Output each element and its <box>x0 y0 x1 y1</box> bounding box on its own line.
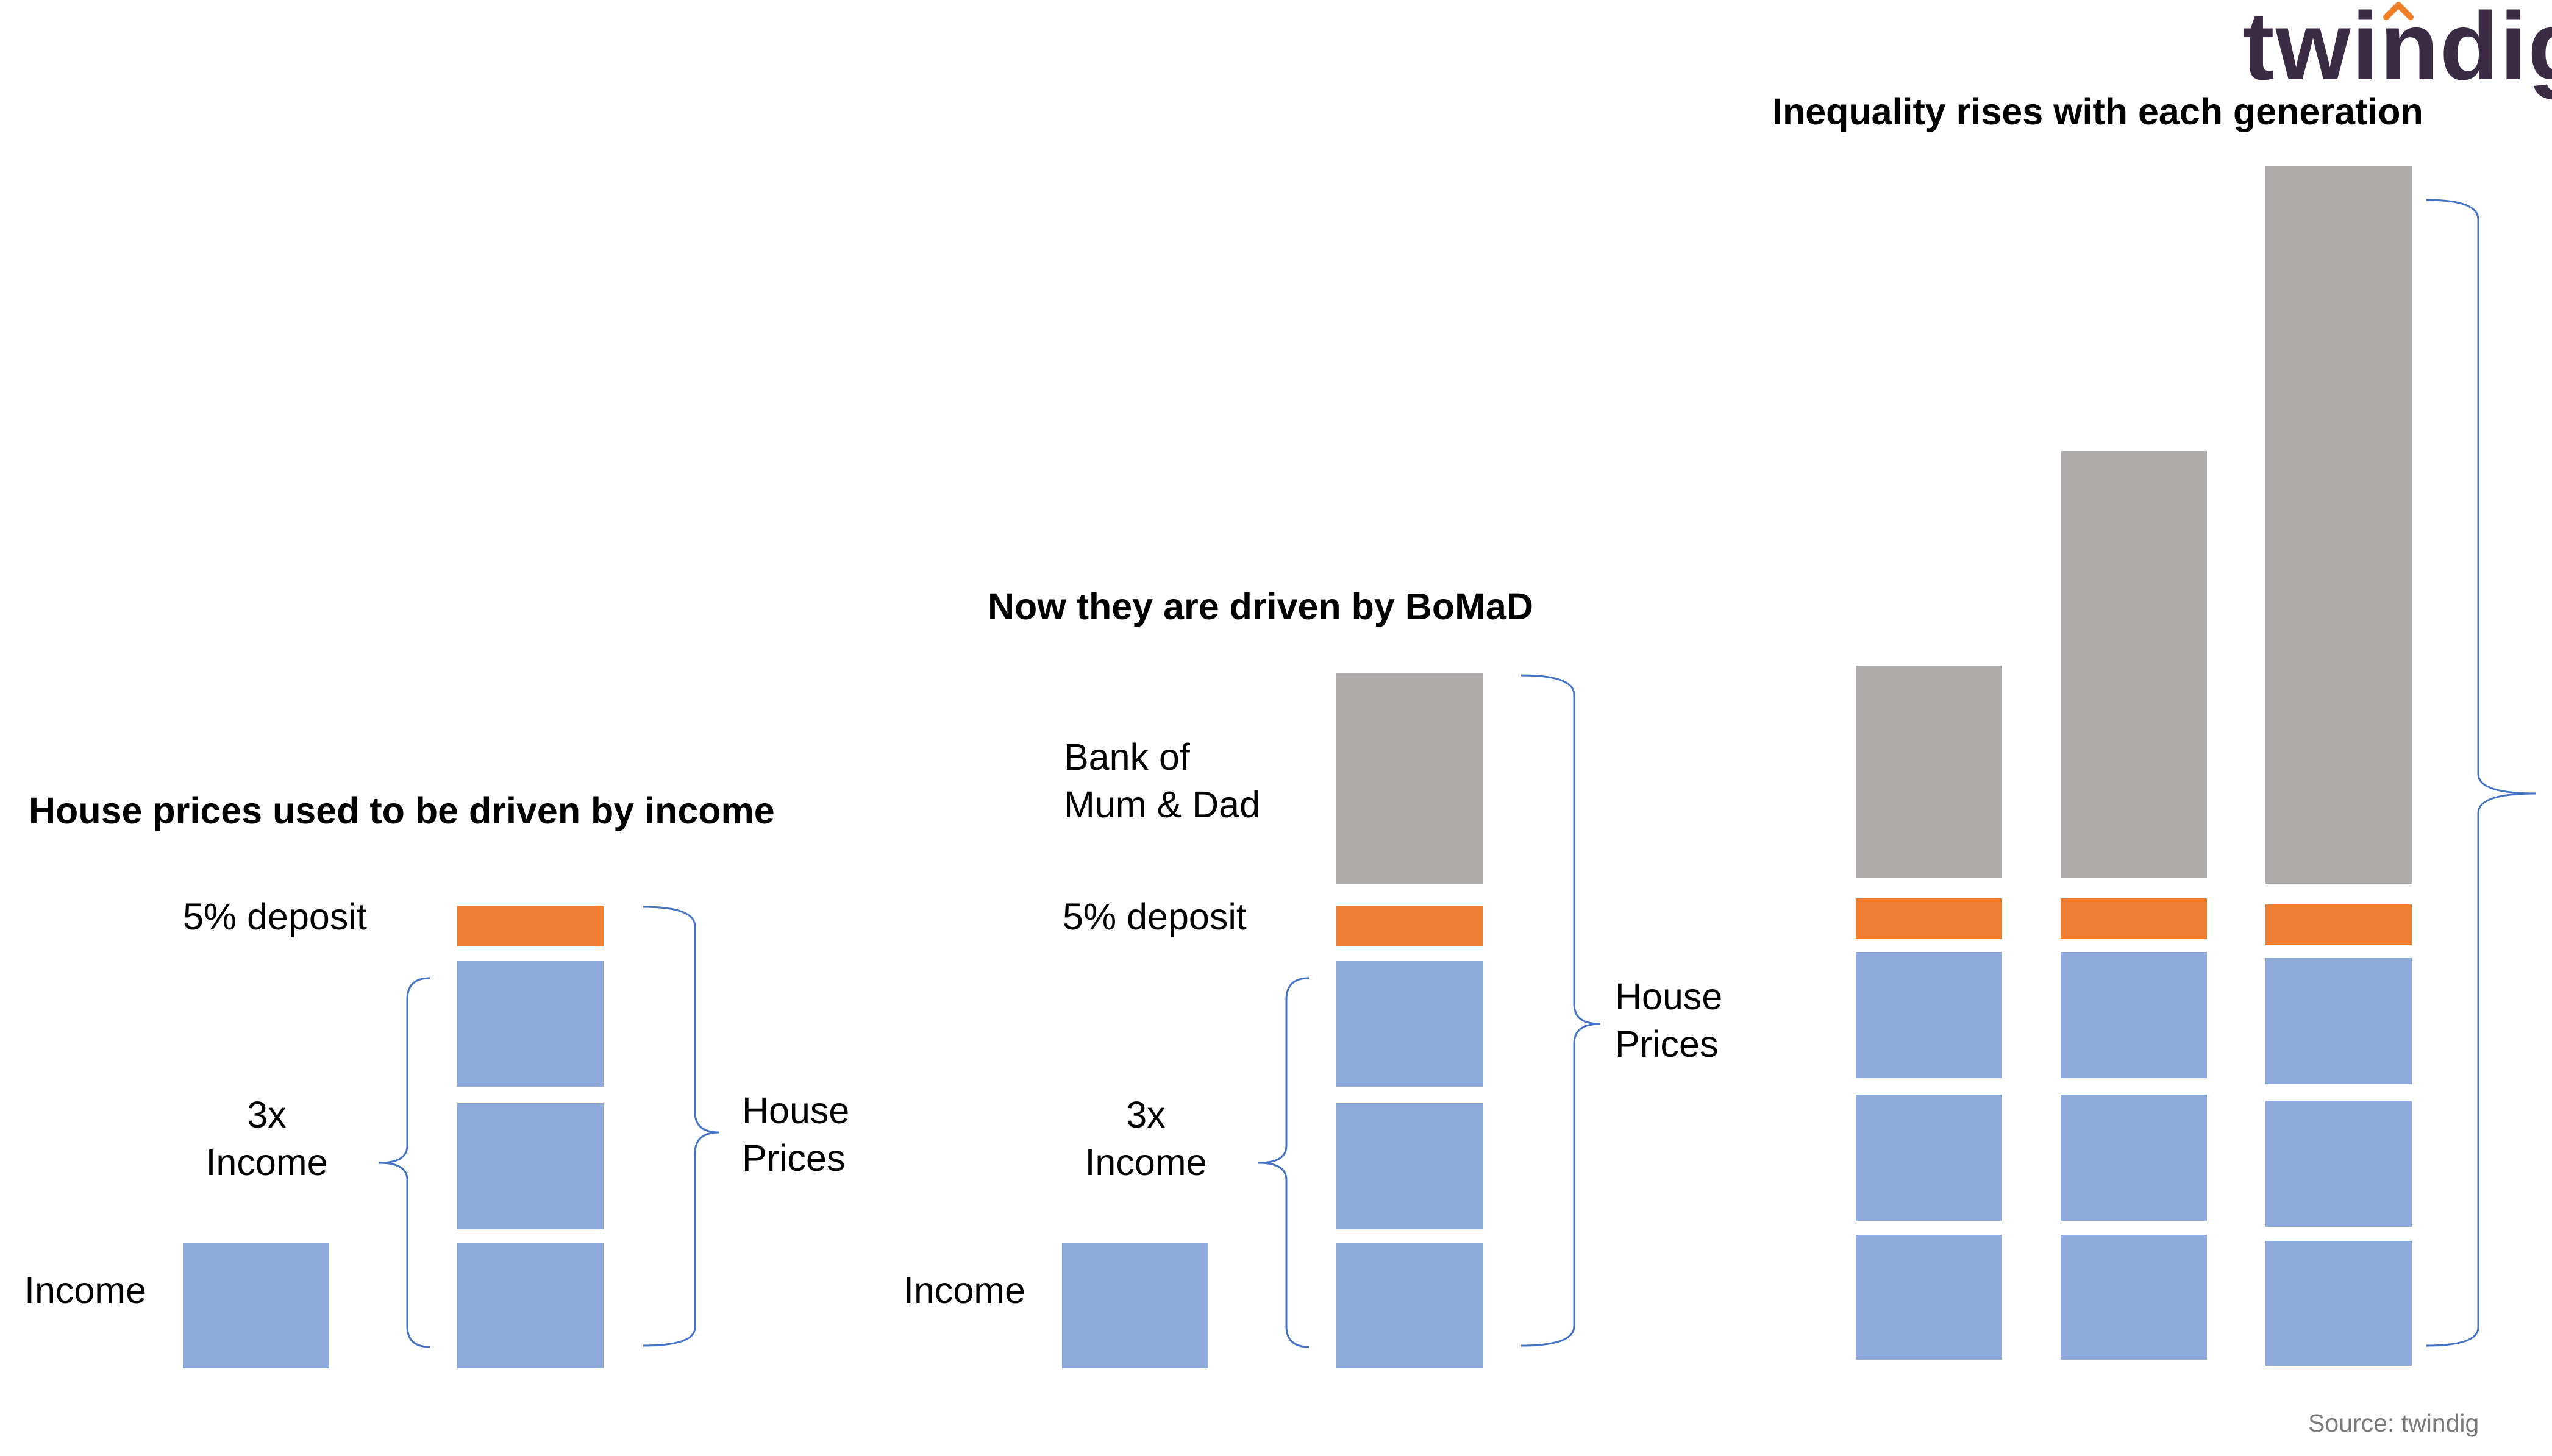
income-multiple-block-1 <box>1856 1235 2002 1360</box>
bomad-block <box>1336 673 1483 884</box>
house-prices-label-line-1: House <box>742 1090 850 1131</box>
source-note: Source: twindig <box>2308 1409 2479 1437</box>
panel-1-title: House prices used to be driven by income <box>29 790 775 831</box>
income-multiple-block-1 <box>2265 1241 2412 1366</box>
income-multiple-bracket <box>379 977 430 1348</box>
deposit-label: 5% deposit <box>183 896 367 937</box>
income-multiple-block-2 <box>1336 1103 1483 1229</box>
deposit-block <box>2061 898 2207 939</box>
income-multiple-label-line-1: 3x <box>1126 1094 1166 1135</box>
income-multiple-block-1 <box>457 1243 604 1368</box>
bomad-label: Bank of Mum & Dad <box>1064 733 1260 828</box>
income-multiple-block-3 <box>1856 952 2002 1078</box>
logo-roof-icon <box>2383 2 2414 20</box>
logo: twindig <box>2242 0 2552 100</box>
income-multiple-label-line-1: 3x <box>247 1094 287 1135</box>
generation-bar-3 <box>2265 166 2412 1366</box>
income-block <box>1062 1243 1208 1368</box>
house-prices-label-line-1: House <box>1615 976 1723 1017</box>
income-multiple-block-1 <box>1336 1243 1483 1368</box>
income-multiple-block-1 <box>2061 1235 2207 1360</box>
panel-3-title: Inequality rises with each generation <box>1772 91 2423 132</box>
income-label: Income <box>904 1270 1026 1311</box>
deposit-label: 5% deposit <box>1063 896 1247 937</box>
income-multiple-block-3 <box>2061 952 2207 1078</box>
bomad-block <box>2061 451 2207 878</box>
house-prices-label: House Prices <box>1615 973 1722 1068</box>
bomad-block <box>2265 166 2412 884</box>
panel-bomad-driven <box>1062 673 1601 1368</box>
house-prices-bracket <box>1520 674 1601 1347</box>
income-block <box>183 1243 329 1368</box>
income-multiple-label-line-2: Income <box>205 1142 328 1183</box>
income-multiple-block-2 <box>2265 1101 2412 1227</box>
generation-bar-2 <box>2061 451 2207 1360</box>
income-label: Income <box>24 1270 147 1311</box>
deposit-block <box>1336 906 1483 946</box>
income-multiple-block-2 <box>457 1103 604 1229</box>
income-multiple-block-2 <box>2061 1095 2207 1221</box>
house-prices-bracket <box>2426 199 2537 1347</box>
income-multiple-block-3 <box>457 961 604 1087</box>
house-prices-label-line-2: Prices <box>1615 1023 1719 1065</box>
generation-bar-1 <box>1856 666 2002 1360</box>
income-multiple-block-3 <box>2265 958 2412 1084</box>
panel-2-title: Now they are driven by BoMaD <box>988 586 1533 627</box>
house-prices-bracket <box>643 906 720 1347</box>
income-multiple-bracket <box>1258 977 1310 1348</box>
deposit-block <box>2265 904 2412 945</box>
deposit-block <box>457 906 604 946</box>
house-prices-label: House Prices <box>742 1087 849 1182</box>
income-multiple-label: 3x Income <box>183 1091 351 1186</box>
income-multiple-block-2 <box>1856 1095 2002 1221</box>
panel-generations <box>1856 166 2537 1366</box>
deposit-block <box>1856 898 2002 939</box>
bomad-block <box>1856 666 2002 878</box>
house-prices-label-line-2: Prices <box>742 1137 846 1179</box>
panel-income-driven <box>183 906 720 1368</box>
income-multiple-label: 3x Income <box>1062 1091 1230 1186</box>
bomad-label-line-1: Bank of <box>1064 736 1190 778</box>
income-multiple-label-line-2: Income <box>1085 1142 1207 1183</box>
bomad-label-line-2: Mum & Dad <box>1064 784 1261 825</box>
income-multiple-block-3 <box>1336 961 1483 1087</box>
